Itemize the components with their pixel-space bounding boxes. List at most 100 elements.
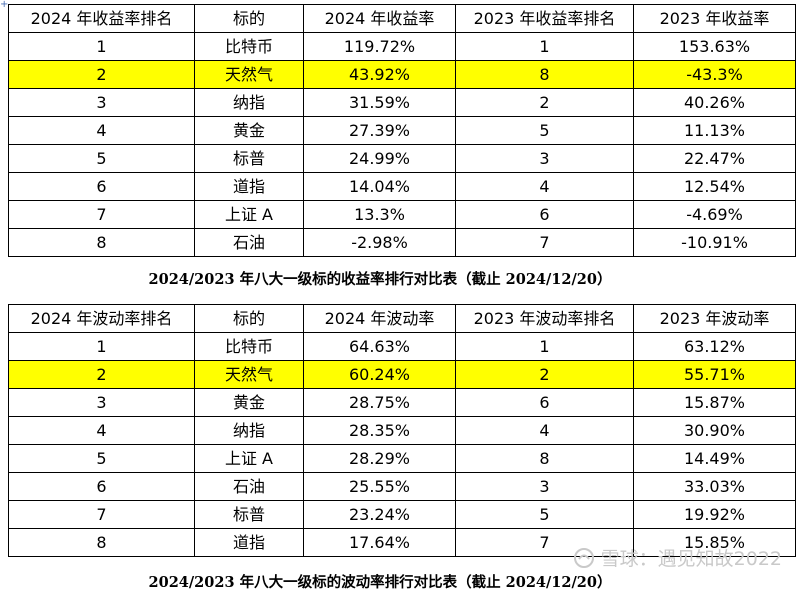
volatility-table-row: 2 天然气 60.24% 2 55.71%	[8, 360, 796, 389]
return-table-cell: 1	[455, 32, 634, 61]
volatility-table-header-row: 2024 年波动率排名 标的 2024 年波动率 2023 年波动率排名 2023 年波…	[8, 304, 796, 333]
return-table-header-cell: 2023 年收益率排名	[455, 4, 634, 33]
volatility-ranking-table: 2024 年波动率排名 标的 2024 年波动率 2023 年波动率排名 2023 年波…	[8, 304, 796, 557]
return-table-cell: -4.69%	[633, 200, 796, 229]
return-table-row: 4 黄金 27.39% 5 11.13%	[8, 116, 796, 145]
return-table-cell: 31.59%	[303, 88, 456, 117]
volatility-table-cell: 上证 A	[194, 444, 304, 473]
volatility-table-cell: 15.85%	[633, 528, 796, 557]
return-table-cell: 2	[455, 88, 634, 117]
volatility-table-cell: 黄金	[194, 388, 304, 417]
return-table-cell: 5	[8, 144, 195, 173]
return-table-cell: 12.54%	[633, 172, 796, 201]
return-table-cell: 153.63%	[633, 32, 796, 61]
volatility-table-cell: 3	[8, 388, 195, 417]
volatility-table-cell: 1	[455, 332, 634, 361]
volatility-table-cell: 1	[8, 332, 195, 361]
volatility-table-cell: 14.49%	[633, 444, 796, 473]
return-table-cell: 黄金	[194, 116, 304, 145]
return-table-cell: 11.13%	[633, 116, 796, 145]
return-table-cell: 上证 A	[194, 200, 304, 229]
volatility-ranking-table-body: 2024 年波动率排名 标的 2024 年波动率 2023 年波动率排名 2023 年波…	[8, 304, 796, 557]
volatility-table-cell: 8	[8, 528, 195, 557]
return-table-cell: -10.91%	[633, 228, 796, 257]
return-table-header-cell: 2024 年收益率	[303, 4, 456, 33]
return-table-cell: 119.72%	[303, 32, 456, 61]
volatility-table-cell: 标普	[194, 500, 304, 529]
volatility-table-cell: 6	[8, 472, 195, 501]
volatility-table-cell: 石油	[194, 472, 304, 501]
volatility-table-cell: 25.55%	[303, 472, 456, 501]
return-table-cell: 标普	[194, 144, 304, 173]
volatility-table-header-cell: 2023 年波动率	[633, 304, 796, 333]
return-table-cell: 石油	[194, 228, 304, 257]
return-table-row: 1 比特币 119.72% 1 153.63%	[8, 32, 796, 61]
return-table-header-cell: 2023 年收益率	[633, 4, 796, 33]
volatility-table-cell: 15.87%	[633, 388, 796, 417]
return-ranking-table: 2024 年收益率排名 标的 2024 年收益率 2023 年收益率排名 2023 年收…	[8, 4, 796, 257]
return-table-row: 2 天然气 43.92% 8 -43.3%	[8, 60, 796, 89]
return-table-row: 8 石油 -2.98% 7 -10.91%	[8, 228, 796, 257]
return-table-cell: 8	[455, 60, 634, 89]
return-table-header-cell: 2024 年收益率排名	[8, 4, 195, 33]
volatility-table-header-cell: 2024 年波动率排名	[8, 304, 195, 333]
volatility-table-cell: 6	[455, 388, 634, 417]
return-table-cell: 7	[455, 228, 634, 257]
return-table-row: 7 上证 A 13.3% 6 -4.69%	[8, 200, 796, 229]
snowball-logo-icon	[573, 547, 594, 568]
volatility-table-cell: 23.24%	[303, 500, 456, 529]
volatility-table-cell: 64.63%	[303, 332, 456, 361]
return-table-cell: 43.92%	[303, 60, 456, 89]
return-table-cell: 8	[8, 228, 195, 257]
volatility-table-cell: 33.03%	[633, 472, 796, 501]
corner-marker: +	[0, 0, 9, 10]
return-table-cell: 3	[8, 88, 195, 117]
volatility-table-cell: 8	[455, 444, 634, 473]
volatility-table-row: 1 比特币 64.63% 1 63.12%	[8, 332, 796, 361]
return-table-cell: 3	[455, 144, 634, 173]
volatility-table-cell: 28.29%	[303, 444, 456, 473]
return-table-row: 5 标普 24.99% 3 22.47%	[8, 144, 796, 173]
watermark: 雪球：遇见知故2022	[573, 544, 782, 571]
volatility-table-cell: 2	[8, 360, 195, 389]
volatility-table-cell: 28.35%	[303, 416, 456, 445]
return-table-cell: 24.99%	[303, 144, 456, 173]
return-table-cell: 6	[8, 172, 195, 201]
volatility-table-row: 4 纳指 28.35% 4 30.90%	[8, 416, 796, 445]
return-table-cell: 道指	[194, 172, 304, 201]
return-table-cell: -2.98%	[303, 228, 456, 257]
watermark-text: 雪球：遇见知故2022	[600, 548, 782, 570]
volatility-table-cell: 纳指	[194, 416, 304, 445]
return-table-cell: 13.3%	[303, 200, 456, 229]
return-table-cell: 1	[8, 32, 195, 61]
volatility-table-row: 8 道指 17.64% 7 15.85%	[8, 528, 796, 557]
return-table-header-cell: 标的	[194, 4, 304, 33]
volatility-table-header-cell: 2023 年波动率排名	[455, 304, 634, 333]
return-table-cell: 27.39%	[303, 116, 456, 145]
volatility-table-cell: 7	[8, 500, 195, 529]
return-table-cell: 2	[8, 60, 195, 89]
return-table-cell: 22.47%	[633, 144, 796, 173]
volatility-table-header-cell: 标的	[194, 304, 304, 333]
volatility-table-cell: 28.75%	[303, 388, 456, 417]
return-ranking-table-body: 2024 年收益率排名 标的 2024 年收益率 2023 年收益率排名 2023 年收…	[8, 4, 796, 257]
volatility-table-cell: 4	[8, 416, 195, 445]
return-table-cell: -43.3%	[633, 60, 796, 89]
volatility-table-cell: 5	[455, 500, 634, 529]
return-table-cell: 40.26%	[633, 88, 796, 117]
volatility-table-row: 6 石油 25.55% 3 33.03%	[8, 472, 796, 501]
return-table-cell: 比特币	[194, 32, 304, 61]
return-table-cell: 纳指	[194, 88, 304, 117]
return-table-cell: 4	[8, 116, 195, 145]
volatility-table-header-cell: 2024 年波动率	[303, 304, 456, 333]
volatility-table-cell: 3	[455, 472, 634, 501]
volatility-table-row: 7 标普 23.24% 5 19.92%	[8, 500, 796, 529]
volatility-table-cell: 道指	[194, 528, 304, 557]
volatility-table-cell: 比特币	[194, 332, 304, 361]
volatility-table-cell: 天然气	[194, 360, 304, 389]
volatility-table-row: 3 黄金 28.75% 6 15.87%	[8, 388, 796, 417]
volatility-table-cell: 55.71%	[633, 360, 796, 389]
volatility-table-cell: 5	[8, 444, 195, 473]
return-table-cell: 4	[455, 172, 634, 201]
volatility-ranking-caption: 2024/2023 年八大一级标的波动率排行对比表（截止 2024/12/20）	[148, 574, 612, 591]
